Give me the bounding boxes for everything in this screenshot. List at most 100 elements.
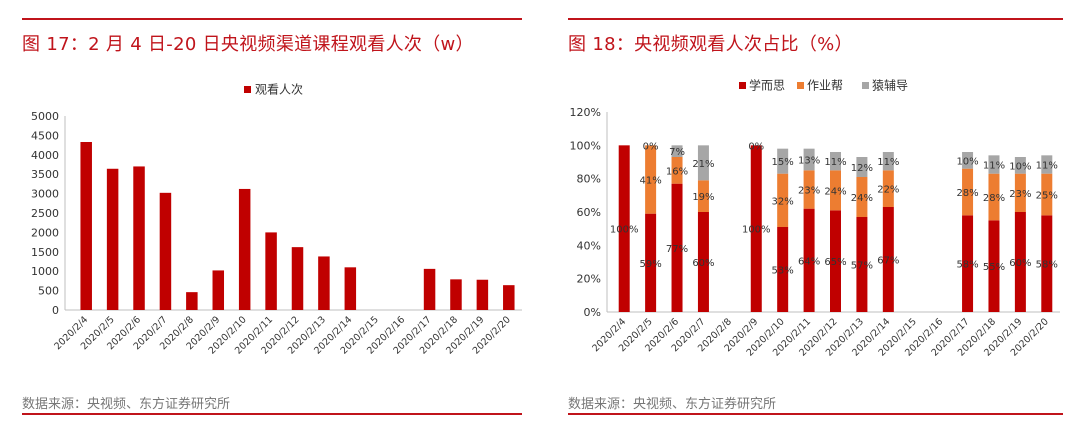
bar-segment	[803, 170, 815, 209]
bar-segment	[1041, 215, 1053, 312]
bar-segment	[856, 177, 868, 217]
bottom-rule	[22, 413, 522, 415]
data-label: 57%	[851, 261, 873, 272]
data-label: 11%	[1036, 161, 1058, 172]
legend-swatch	[797, 82, 804, 89]
bar-segment	[645, 213, 657, 312]
bar-segment	[1041, 173, 1053, 216]
source-note: 数据来源：央视频、东方证券研究所	[22, 397, 231, 412]
bar	[238, 188, 251, 310]
data-label: 53%	[772, 266, 794, 277]
y-tick-label: 60%	[577, 206, 601, 219]
data-label: 64%	[798, 256, 820, 267]
data-label: 77%	[666, 244, 688, 255]
y-tick-label: 1500	[31, 246, 59, 259]
y-tick-label: 2500	[31, 207, 59, 220]
bar	[476, 279, 489, 310]
bar-segment	[830, 170, 841, 211]
bar-segment	[671, 145, 683, 157]
data-label: 15%	[772, 157, 794, 168]
source-note: 数据来源：央视频、东方证券研究所	[568, 397, 777, 412]
bar	[186, 292, 198, 310]
bar-segment	[777, 173, 789, 227]
top-rule	[568, 18, 1063, 20]
y-tick-label: 500	[38, 285, 59, 298]
bar-segment	[697, 145, 709, 181]
data-label: 32%	[772, 196, 794, 207]
y-tick-label: 3500	[31, 168, 59, 181]
data-label: 23%	[1009, 189, 1031, 200]
bar-segment	[962, 168, 974, 216]
bar-segment	[882, 170, 894, 207]
data-label: 11%	[983, 161, 1005, 172]
bar-segment	[1014, 173, 1026, 212]
bar-segment	[1041, 155, 1053, 174]
bar-segment	[671, 183, 683, 312]
data-label: 22%	[877, 185, 899, 196]
share-stacked-bar-chart: 学而思 作业帮 猿辅导0%20%40%60%80%100%120%100%2020/…	[570, 78, 1060, 359]
bar-segment	[803, 148, 815, 171]
chart-title: 图 17：2 月 4 日-20 日央视频渠道课程观看人次（w）	[22, 34, 474, 55]
data-label: 65%	[824, 257, 846, 268]
y-tick-label: 0	[52, 304, 59, 317]
bar-segment	[1014, 157, 1026, 174]
bar-segment	[697, 212, 709, 312]
bar-segment	[962, 152, 974, 169]
y-tick-label: 0%	[584, 306, 601, 319]
bar-segment	[803, 208, 815, 312]
data-label: 58%	[956, 260, 978, 271]
data-label: 100%	[742, 225, 771, 236]
data-label: 16%	[666, 166, 688, 177]
legend-swatch	[862, 82, 869, 89]
chart-panel-viewership: 图 17：2 月 4 日-20 日央视频渠道课程观看人次（w） 观看人次 0 500…	[22, 0, 522, 426]
data-label: 28%	[983, 193, 1005, 204]
bar-segment	[962, 215, 974, 312]
data-label: 67%	[877, 256, 899, 267]
bar-segment	[988, 220, 1000, 312]
data-label: 60%	[1009, 258, 1031, 269]
bar-segment	[882, 152, 894, 171]
data-label: 25%	[1036, 191, 1058, 202]
data-label: 7%	[669, 147, 685, 158]
bar	[344, 267, 357, 310]
data-label: 19%	[692, 192, 714, 203]
bar-segment	[830, 210, 841, 312]
bar-segment	[645, 145, 657, 214]
data-label: 100%	[610, 225, 639, 236]
bar	[80, 141, 92, 310]
data-label: 28%	[956, 188, 978, 199]
y-tick-label: 3000	[31, 188, 59, 201]
y-tick-label: 40%	[577, 239, 601, 252]
data-label: 13%	[798, 156, 820, 167]
top-rule	[22, 18, 522, 20]
data-label: 12%	[851, 163, 873, 174]
bar	[159, 192, 172, 310]
data-label: 24%	[851, 193, 873, 204]
viewership-bar-chart: 观看人次 0 500 1000 1500 2000 2500 3000 3500 4000 4500…	[31, 83, 522, 357]
bar	[503, 285, 515, 310]
y-tick-label: 100%	[570, 139, 601, 152]
y-tick-label: 5000	[31, 110, 59, 123]
chart-panel-share: 图 18：央视频观看人次占比（%） 学而思 作业帮 猿辅导 0% 20% 40% 60% 80…	[568, 0, 1063, 426]
bar	[450, 279, 462, 310]
data-label: 41%	[640, 176, 662, 187]
y-tick-label: 1000	[31, 265, 59, 278]
bar-segment	[988, 155, 1000, 174]
y-tick-label: 4500	[31, 129, 59, 142]
bar	[291, 247, 304, 310]
bar-segment	[1014, 212, 1026, 312]
bar-segment	[750, 145, 762, 312]
data-label: 10%	[956, 156, 978, 167]
legend-label: 猿辅导	[872, 78, 908, 93]
data-label: 11%	[877, 157, 899, 168]
data-label: 59%	[640, 259, 662, 270]
bar	[423, 268, 436, 310]
y-tick-label: 2000	[31, 226, 59, 239]
data-label: 24%	[824, 186, 846, 197]
data-label: 10%	[1009, 161, 1031, 172]
bar-segment	[671, 157, 683, 184]
chart-title: 图 18：央视频观看人次占比（%）	[568, 34, 853, 55]
bar-segment	[618, 145, 630, 312]
bar	[318, 256, 330, 310]
bar-segment	[856, 217, 868, 312]
